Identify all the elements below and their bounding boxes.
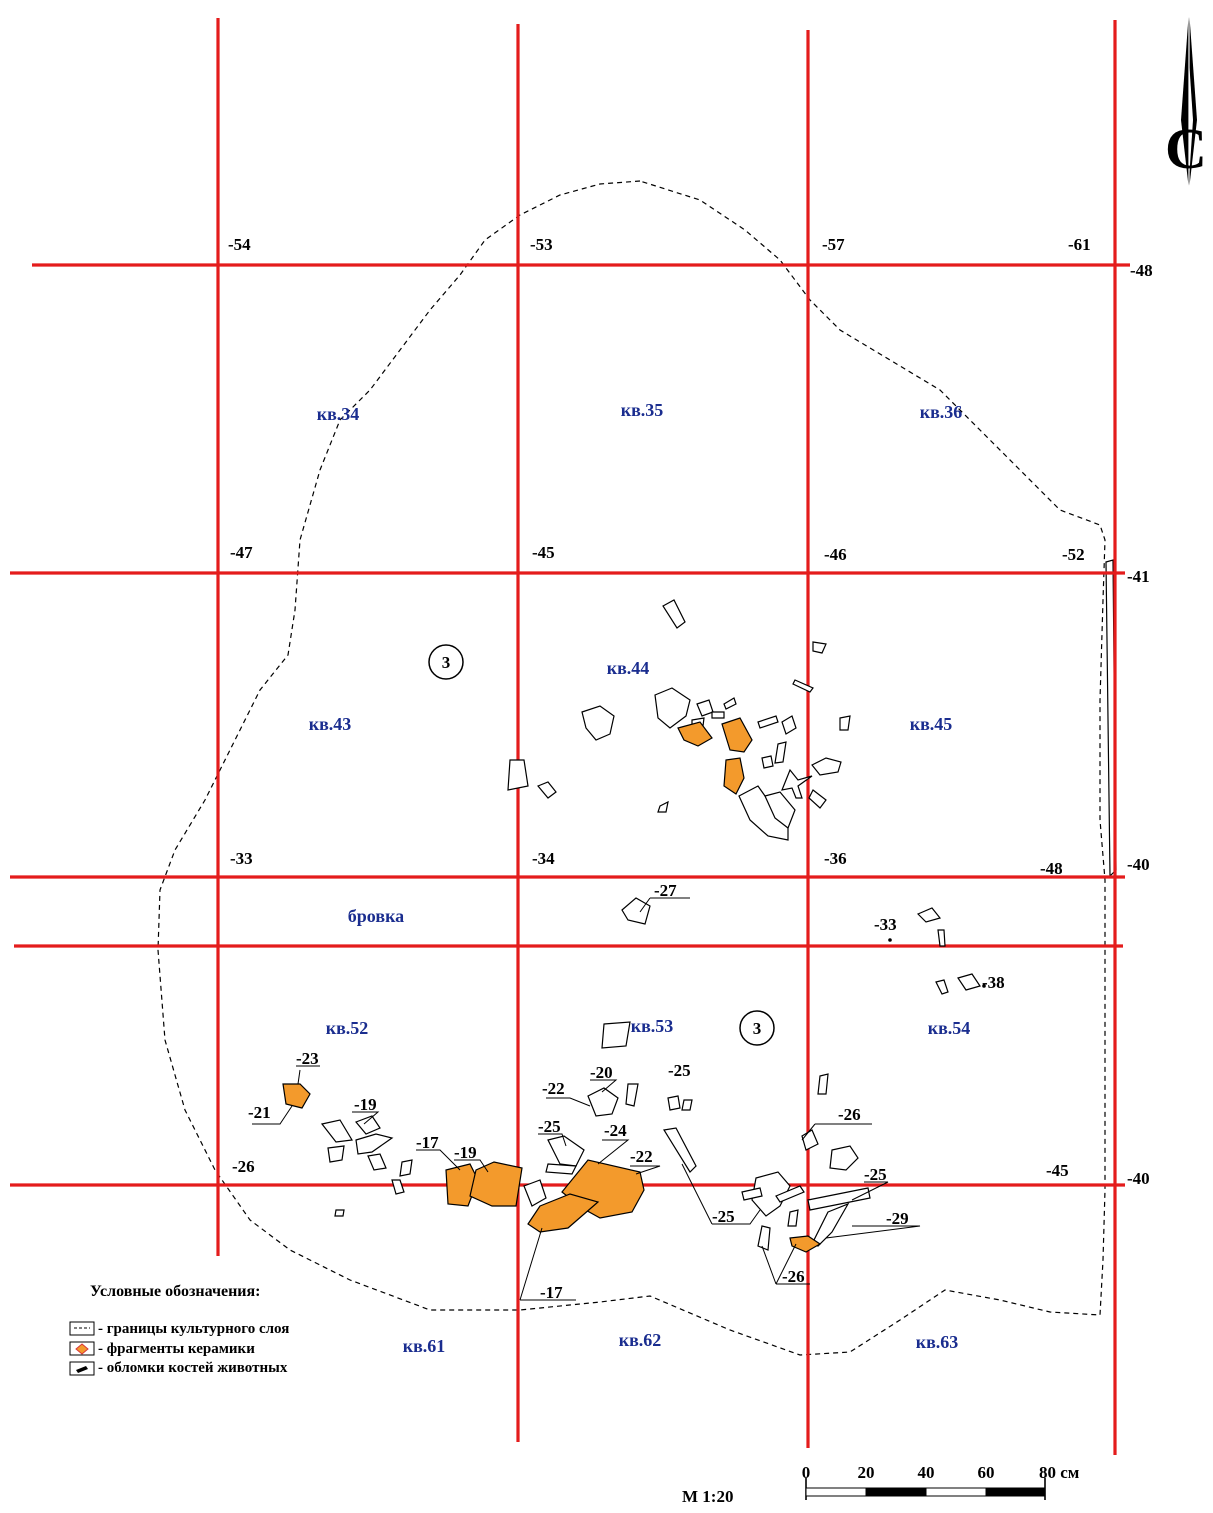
leader-lines (252, 897, 986, 1301)
legend: Условные обозначения: - границы культурн… (69, 1283, 289, 1376)
marker-m1: 3 (442, 653, 451, 672)
depth-d19a: -19 (354, 1095, 377, 1114)
elevation-n46: -46 (824, 545, 847, 564)
markers: 33 (442, 653, 762, 1038)
depth-d25b: -25 (538, 1117, 561, 1136)
square-label-s43: кв.43 (309, 714, 352, 734)
scale-tick-label: 80 см (1039, 1463, 1080, 1482)
depth-d29: -29 (886, 1209, 909, 1228)
square-label-s62: кв.62 (619, 1330, 662, 1350)
elevation-n33: -33 (230, 849, 253, 868)
depth-d21: -21 (248, 1103, 271, 1122)
elevation-n45a: -45 (532, 543, 555, 562)
elevation-n48a: -48 (1130, 261, 1153, 280)
depth-d26b: -26 (782, 1267, 805, 1286)
elevation-n54: -54 (228, 235, 251, 254)
elevation-n47: -47 (230, 543, 253, 562)
scale-bar: М 1:20 0 20 40 60 80 см (682, 1463, 1080, 1506)
legend-ceramic-label: - фрагменты керамики (98, 1341, 255, 1357)
square-label-s45: кв.45 (910, 714, 953, 734)
legend-title: Условные обозначения: (90, 1283, 261, 1300)
depth-d38: -38 (982, 973, 1005, 992)
square-label-sbrovka: бровка (348, 906, 404, 926)
elevation-n34: -34 (532, 849, 555, 868)
depth-d33: -33 (874, 915, 897, 934)
depth-d25a: -25 (668, 1061, 691, 1080)
elevation-n41: -41 (1127, 567, 1150, 586)
depth-d25c: -25 (864, 1165, 887, 1184)
depth-d22b: -22 (630, 1147, 653, 1166)
square-label-s36: кв.36 (920, 402, 963, 422)
elevation-n53: -53 (530, 235, 553, 254)
square-label-s54: кв.54 (928, 1018, 971, 1038)
elevation-n40b: -40 (1127, 1169, 1150, 1188)
grid-lines (10, 18, 1130, 1455)
depth-d22a: -22 (542, 1079, 565, 1098)
north-letter: С (1165, 116, 1207, 181)
scale-tick-label: 40 (918, 1463, 935, 1482)
square-label-s53: кв.53 (631, 1016, 674, 1036)
depth-d19b: -19 (454, 1143, 477, 1162)
find-depth-labels: -27-33-38-23-21 -19-17-19-22-20 -25-25 -24-… (248, 881, 1005, 1302)
scale-ratio: М 1:20 (682, 1487, 733, 1506)
legend-boundary-label: - границы культурного слоя (98, 1321, 289, 1337)
scale-tick-label: 60 (978, 1463, 995, 1482)
north-arrow-icon (1181, 10, 1197, 190)
square-label-s44: кв.44 (607, 658, 650, 678)
square-labels: кв.34 кв.35 кв.36 кв.43 кв.44 кв.45 бровка кв.5… (309, 400, 971, 1356)
bone-fragments (320, 599, 981, 1251)
elevation-n61: -61 (1068, 235, 1091, 254)
legend-bone-label: - обломки костей животных (98, 1360, 288, 1376)
grid-elevation-labels: -54 -53 -57 -61 -48 -47 -45 -46 -52 -41 -33 -34 -36 -… (228, 235, 1153, 1188)
elevation-n40a: -40 (1127, 855, 1150, 874)
square-label-s34: кв.34 (317, 404, 360, 424)
scale-tick-label: 0 (802, 1463, 811, 1482)
square-label-s52: кв.52 (326, 1018, 369, 1038)
depth-d17b: -17 (540, 1283, 563, 1302)
elevation-n45b: -45 (1046, 1161, 1069, 1180)
marker-circles (428, 644, 775, 1046)
elevation-n36: -36 (824, 849, 847, 868)
ceramic-fragments (282, 717, 822, 1253)
marker-m2: 3 (753, 1019, 762, 1038)
square-label-s35: кв.35 (621, 400, 664, 420)
elevation-n48b: -48 (1040, 859, 1063, 878)
elevation-n57: -57 (822, 235, 845, 254)
culture-layer-boundary (157, 180, 1106, 1356)
depth-d27: -27 (654, 881, 677, 900)
depth-d25d: -25 (712, 1207, 735, 1226)
square-label-s61: кв.61 (403, 1336, 446, 1356)
scale-ticks: 0 20 40 60 80 см (802, 1463, 1080, 1482)
depth-d26a: -26 (838, 1105, 861, 1124)
elevation-n26: -26 (232, 1157, 255, 1176)
square-label-s63: кв.63 (916, 1332, 959, 1352)
depth-d20: -20 (590, 1063, 613, 1082)
depth-d24: -24 (604, 1121, 627, 1140)
elevation-n52: -52 (1062, 545, 1085, 564)
scale-tick-label: 20 (858, 1463, 875, 1482)
depth-d23: -23 (296, 1049, 319, 1068)
depth-d17a: -17 (416, 1133, 439, 1152)
